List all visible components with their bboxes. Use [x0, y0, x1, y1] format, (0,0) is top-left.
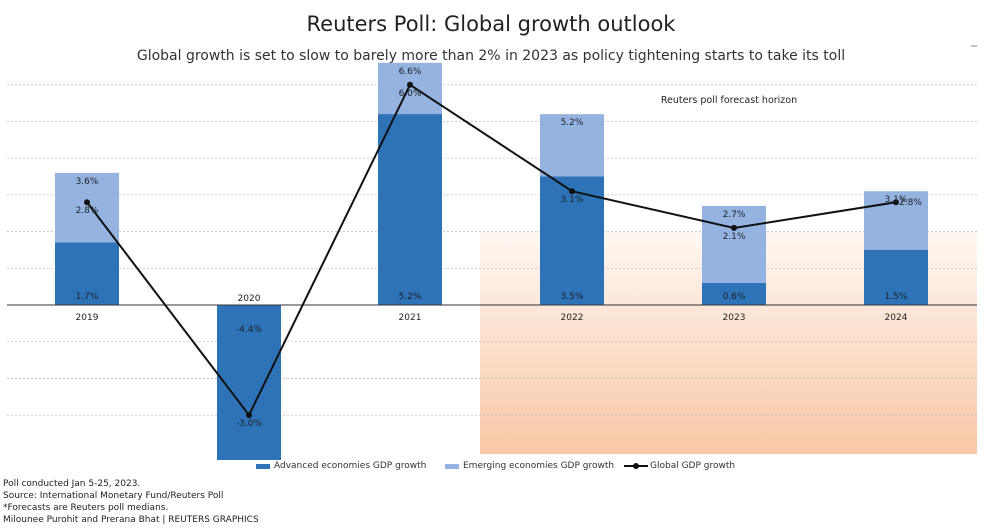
point-global-2020: [246, 412, 252, 419]
label-global-2022: 3.1%: [561, 195, 584, 205]
footer-poll-date: Poll conducted Jan 5-25, 2023.: [3, 479, 141, 489]
label-advanced-2022: 3.5%: [561, 292, 584, 302]
point-global-2019: [84, 199, 90, 206]
label-advanced-2020: -4.4%: [236, 325, 263, 335]
chart-plot: Reuters poll forecast horizon 2019 3.6% 1.…: [7, 45, 977, 460]
category-label-2024: 2024: [885, 313, 908, 323]
label-advanced-2024: 1.5%: [885, 292, 908, 302]
footer-forecast-note: *Forecasts are Reuters poll medians.: [3, 503, 169, 513]
label-advanced-2023: 0.6%: [723, 292, 746, 302]
forecast-horizon-label: Reuters poll forecast horizon: [661, 95, 797, 106]
label-emerging-2024: 3.1%: [885, 195, 908, 205]
bar-advanced-2020: [217, 305, 281, 460]
label-emerging-2021: 6.6%: [399, 67, 422, 77]
label-global-2024: 2.8%: [899, 198, 922, 208]
legend-item-emerging: Emerging economies GDP growth: [445, 461, 614, 471]
label-advanced-2021: 5.2%: [399, 292, 422, 302]
legend-item-advanced: Advanced economies GDP growth: [256, 461, 426, 471]
point-global-2022: [569, 188, 575, 195]
category-label-2020: 2020: [238, 294, 261, 304]
bar-advanced-2021: [378, 114, 442, 305]
point-global-2023: [731, 224, 737, 231]
legend-label-emerging: Emerging economies GDP growth: [463, 461, 615, 471]
point-global-2021: [407, 81, 413, 88]
legend-label-advanced: Advanced economies GDP growth: [274, 461, 427, 471]
bar-advanced-2023: [702, 282, 766, 305]
label-global-2023: 2.1%: [723, 232, 746, 242]
category-label-2019: 2019: [76, 313, 99, 323]
bar-advanced-2022: [540, 176, 604, 305]
bar-advanced-2024: [864, 249, 928, 305]
line-global-gdp: [86, 83, 897, 417]
chart-title: Reuters Poll: Global growth outlook: [306, 12, 676, 36]
legend-swatch-advanced: [256, 463, 270, 469]
category-label-2021: 2021: [399, 313, 422, 323]
legend: Advanced economies GDP growth Emerging e…: [0, 461, 1008, 477]
label-advanced-2019: 1.7%: [76, 292, 99, 302]
label-emerging-2022: 5.2%: [561, 118, 584, 128]
label-global-2020: -3.0%: [236, 419, 263, 429]
footer-notes: Poll conducted Jan 5-25, 2023. Source: I…: [3, 478, 259, 526]
footer-source: Source: International Monetary Fund/Reut…: [3, 491, 224, 501]
chart-subtitle: Global growth is set to slow to barely m…: [136, 48, 846, 64]
bar-advanced-2019: [55, 242, 119, 305]
label-global-2021: 6.0%: [399, 89, 422, 99]
legend-swatch-emerging: [445, 463, 459, 469]
label-emerging-2023: 2.7%: [723, 210, 746, 220]
legend-item-global: Global GDP growth: [624, 461, 735, 471]
label-emerging-2019: 3.6%: [76, 177, 99, 187]
footer-credit: Milounee Purohit and Prerana Bhat | REUT…: [3, 515, 259, 525]
label-global-2019: 2.8%: [76, 206, 99, 216]
category-label-2022: 2022: [561, 313, 584, 323]
legend-line-global-icon: [624, 462, 648, 470]
legend-label-global: Global GDP growth: [650, 461, 736, 471]
category-label-2023: 2023: [723, 313, 746, 323]
point-global-2024: [893, 199, 899, 206]
